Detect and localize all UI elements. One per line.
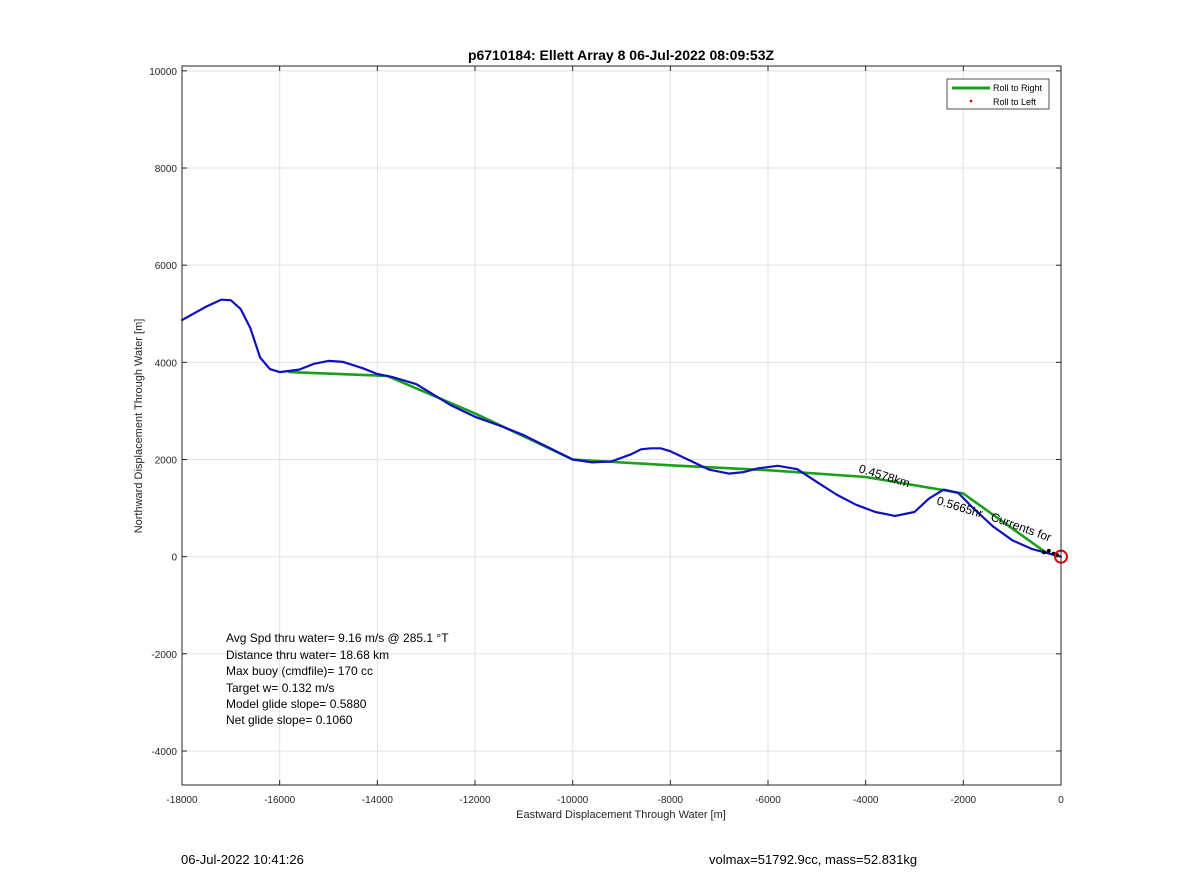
footer-vol-mass: volmax=51792.9cc, mass=52.831kg <box>709 852 918 867</box>
rotated-currents-label: Currents for <box>989 510 1053 545</box>
y-tick-label: -4000 <box>151 747 177 758</box>
x-tick-label: -4000 <box>853 795 879 806</box>
endpoint-mark <box>1041 550 1046 555</box>
chart-title: p6710184: Ellett Array 8 06-Jul-2022 08:… <box>468 47 775 63</box>
x-axis-label: Eastward Displacement Through Water [m] <box>516 809 726 821</box>
y-tick-label: -2000 <box>151 650 177 661</box>
y-tick-label: 0 <box>171 553 177 564</box>
rotated-labels: 0.4578km 0.5665hr Currents for <box>857 461 1053 544</box>
x-tick-label: -16000 <box>264 795 296 806</box>
x-tick-label: -8000 <box>658 795 684 806</box>
endpoint-mark <box>1046 548 1051 553</box>
x-tick-label: -6000 <box>755 795 781 806</box>
annotation-distance: Distance thru water= 18.68 km <box>226 648 389 662</box>
x-tick-label: 0 <box>1058 795 1064 806</box>
annotation-net-glide: Net glide slope= 0.1060 <box>226 713 353 727</box>
x-tick-label: -14000 <box>362 795 394 806</box>
annotation-model-glide: Model glide slope= 0.5880 <box>226 697 367 711</box>
x-tick-label: -18000 <box>166 795 198 806</box>
x-tick-label: -2000 <box>951 795 977 806</box>
annotation-max-buoy: Max buoy (cmdfile)= 170 cc <box>226 664 373 678</box>
y-tick-label: 4000 <box>155 358 178 369</box>
series-line-0 <box>288 370 1048 555</box>
y-axis-label: Northward Displacement Through Water [m] <box>133 319 145 534</box>
y-tick-label: 8000 <box>155 164 178 175</box>
ticks: -18000 -16000 -14000 -12000 -10000 -8000 -6000… <box>149 66 1064 806</box>
legend-swatch-roll-left <box>969 99 973 103</box>
footer-timestamp: 06-Jul-2022 10:41:26 <box>181 852 304 867</box>
rotated-time-label: 0.5665hr <box>935 493 984 520</box>
series-layer <box>180 298 1063 558</box>
annotation-avg-speed: Avg Spd thru water= 9.16 m/s @ 285.1 °T <box>226 631 449 645</box>
x-tick-label: -12000 <box>459 795 491 806</box>
y-tick-label: 10000 <box>149 67 177 78</box>
axes-box <box>181 65 1062 786</box>
legend-label-roll-right: Roll to Right <box>993 83 1043 93</box>
series-line-1 <box>180 298 1063 558</box>
annotation-block: Avg Spd thru water= 9.16 m/s @ 285.1 °T … <box>226 631 449 727</box>
annotation-target-w: Target w= 0.132 m/s <box>226 681 334 695</box>
y-tick-label: 6000 <box>155 261 178 272</box>
x-tick-label: -10000 <box>557 795 589 806</box>
legend: Roll to Right Roll to Left <box>946 78 1050 110</box>
legend-label-roll-left: Roll to Left <box>993 97 1037 107</box>
grid <box>181 66 1062 785</box>
y-tick-label: 2000 <box>155 456 178 467</box>
legend-box <box>946 78 1050 110</box>
